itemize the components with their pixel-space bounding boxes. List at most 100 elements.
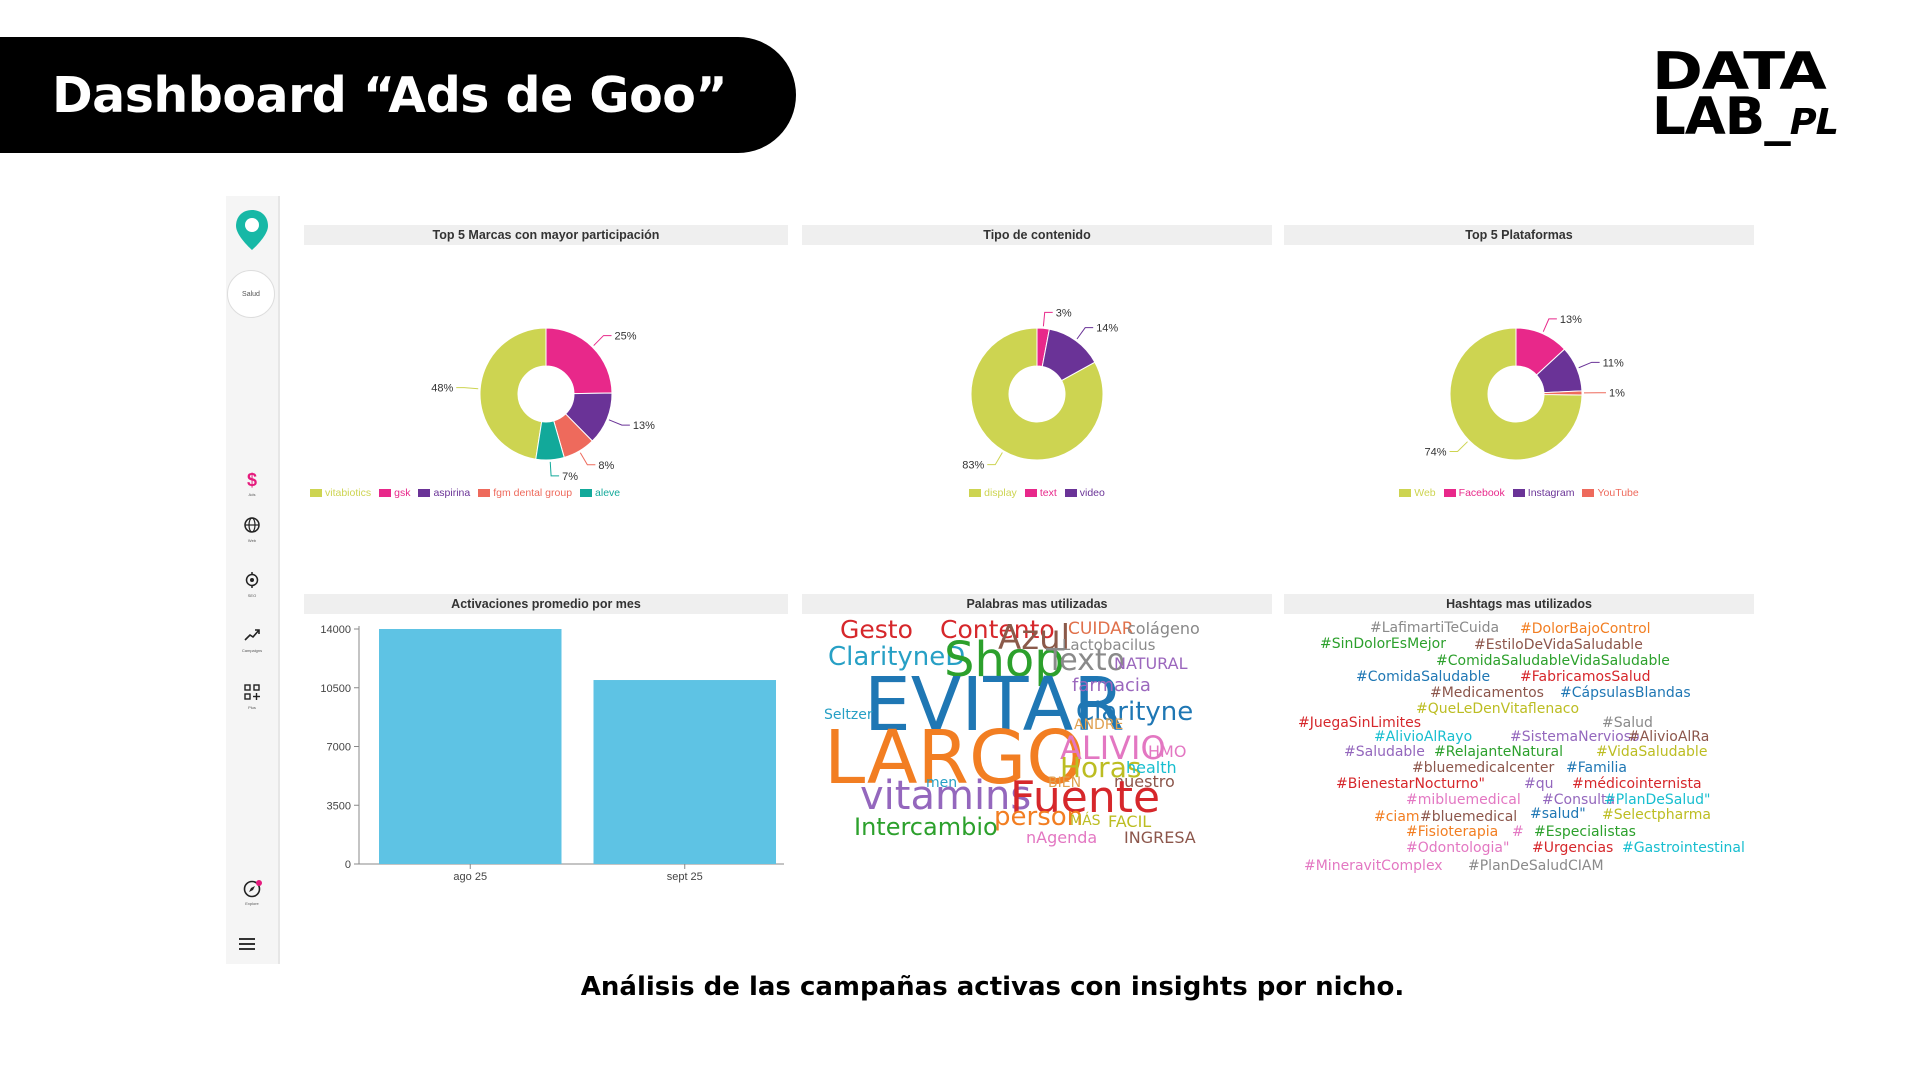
legend-label: Instagram xyxy=(1527,487,1575,499)
label-leader-line xyxy=(593,335,612,346)
legend-swatch xyxy=(1512,489,1525,497)
nav-web[interactable]: Web xyxy=(226,514,278,554)
hashtag-term: #Especialistas xyxy=(1534,824,1636,840)
slice-value-label: 11% xyxy=(1603,357,1624,369)
hashtag-term: #MineravitComplex xyxy=(1304,858,1443,874)
donut-slice-vitabiotics[interactable] xyxy=(479,327,547,460)
hashtag-term: #bluemedicalcenter xyxy=(1412,760,1555,776)
panel-title: Top 5 Marcas con mayor participación xyxy=(304,225,788,245)
dashboard-screenshot: Salud $ Ads Web SEO Campaigns xyxy=(226,196,1766,964)
nav-explore-label: Explore xyxy=(245,901,259,906)
legend-item[interactable]: video xyxy=(1064,487,1105,499)
legend-item[interactable]: text xyxy=(1024,487,1057,499)
label-leader-line xyxy=(1042,311,1053,327)
nav-seo[interactable]: SEO xyxy=(226,569,278,609)
nav-campaigns[interactable]: Campaigns xyxy=(226,624,278,664)
legend-item[interactable]: fgm dental group xyxy=(478,487,572,499)
panel-hashtags: Hashtags mas utilizados #LafimartiTeCuid… xyxy=(1284,594,1754,904)
brands-legend: vitabiotics gsk aspirina fgm dental group al… xyxy=(304,487,788,499)
legend-swatch xyxy=(1064,489,1077,497)
word-cloud-term: ANDRE xyxy=(1074,717,1124,733)
y-tick-label: 3500 xyxy=(327,800,351,812)
slice-value-label: 8% xyxy=(598,460,614,472)
nav-ads[interactable]: $ Ads xyxy=(226,468,278,508)
hashtag-term: #AlivioAlRayo xyxy=(1374,729,1473,745)
bar-ago-25[interactable] xyxy=(379,629,562,864)
word-cloud-term: EVITAR xyxy=(864,662,1125,748)
word-cloud-term: farmacia xyxy=(1072,675,1151,696)
word-cloud-term: Contento xyxy=(940,615,1055,644)
word-cloud-term: colágeno xyxy=(1127,619,1200,638)
donut-slice-video[interactable] xyxy=(1041,328,1096,382)
legend-swatch xyxy=(1399,489,1412,497)
donut-slice-youtube[interactable] xyxy=(1543,390,1583,396)
panel-title: Top 5 Plataformas xyxy=(1284,225,1754,245)
label-leader-line xyxy=(608,419,630,426)
bar-sept-25[interactable] xyxy=(593,680,777,864)
word-cloud-term: BIEN xyxy=(1048,775,1082,791)
label-leader-line xyxy=(549,461,560,477)
content-legend: display text video xyxy=(802,487,1272,499)
y-tick-label: 10500 xyxy=(320,683,351,695)
activations-bar-chart: 0 3500 7000 10500 14000 ago 25 sept 25 xyxy=(320,624,784,883)
legend-item[interactable]: vitabiotics xyxy=(310,487,371,499)
slide-title: Dashboard “Ads de Goo” xyxy=(52,66,728,124)
hashtag-term: #ComidaSaludableVidaSaludable xyxy=(1436,653,1670,669)
legend-item[interactable]: Instagram xyxy=(1512,487,1575,499)
donut-slice-display[interactable] xyxy=(970,327,1104,461)
word-cloud-term: ALIVIO xyxy=(1060,729,1166,767)
legend-item[interactable]: display xyxy=(969,487,1017,499)
target-icon xyxy=(226,569,278,593)
nav-plus[interactable]: Plus xyxy=(226,681,278,721)
hashtag-term: #DolorBajoControl xyxy=(1520,621,1651,637)
label-leader-line xyxy=(987,452,1003,466)
legend-item[interactable]: aleve xyxy=(580,487,620,499)
legend-swatch xyxy=(379,489,392,497)
globe-icon xyxy=(226,514,278,538)
donut-slice-web[interactable] xyxy=(1449,327,1583,461)
word-cloud-term: vitamins xyxy=(860,773,1032,819)
nav-explore[interactable]: Explore xyxy=(226,877,278,917)
panel-words: Palabras mas utilizadas Gesto Contento CUI… xyxy=(802,594,1272,904)
word-cloud-term: ClarityneD xyxy=(828,642,966,672)
word-cloud-term: LARGO xyxy=(824,715,1085,801)
label-leader-line xyxy=(579,452,596,466)
label-leader-line xyxy=(1449,441,1468,453)
legend-swatch xyxy=(580,489,593,497)
y-tick-label: 0 xyxy=(345,859,351,871)
hashtag-term: #EstiloDeVidaSaludable xyxy=(1474,637,1643,653)
legend-item[interactable]: aspirina xyxy=(418,487,470,499)
legend-item[interactable]: YouTube xyxy=(1582,487,1639,499)
legend-label: display xyxy=(984,487,1017,499)
hamburger-icon[interactable] xyxy=(239,938,255,950)
hashtag-term: #VidaSaludable xyxy=(1596,744,1708,760)
nav-ads-label: Ads xyxy=(248,492,256,497)
hashtag-term: #Saludable xyxy=(1344,744,1425,760)
hashtag-term: #Familia xyxy=(1566,760,1627,776)
slide-caption: Análisis de las campañas activas con ins… xyxy=(580,972,1405,1002)
niche-selector[interactable]: Salud xyxy=(227,270,275,318)
legend-item[interactable]: gsk xyxy=(379,487,410,499)
hashtag-term: #BienestarNocturno" xyxy=(1336,776,1485,792)
app-logo[interactable] xyxy=(226,202,278,256)
platforms-legend: Web Facebook Instagram YouTube xyxy=(1284,487,1754,499)
hashtag-term: #qu xyxy=(1524,776,1554,792)
legend-item[interactable]: Facebook xyxy=(1443,487,1505,499)
word-cloud-term: Shop xyxy=(944,632,1065,688)
word-cloud-term: Intercambio xyxy=(854,813,998,841)
word-cloud-term: men xyxy=(926,775,958,791)
legend-swatch xyxy=(1582,489,1595,497)
word-cloud-term: Horas xyxy=(1060,751,1142,784)
donut-slice-aleve[interactable] xyxy=(535,420,565,461)
legend-label: fgm dental group xyxy=(493,487,573,499)
hashtag-term: #Consulta xyxy=(1542,792,1616,808)
hashtag-term: #SistemaNervioso xyxy=(1510,729,1640,745)
slice-value-label: 25% xyxy=(615,331,637,343)
compass-icon xyxy=(226,877,278,901)
donut-slice-gsk[interactable] xyxy=(545,327,613,395)
dollar-icon: $ xyxy=(246,470,257,490)
legend-item[interactable]: Web xyxy=(1399,487,1436,499)
label-leader-line xyxy=(1578,361,1600,369)
label-leader-line xyxy=(1542,318,1557,332)
label-leader-line xyxy=(456,387,479,390)
